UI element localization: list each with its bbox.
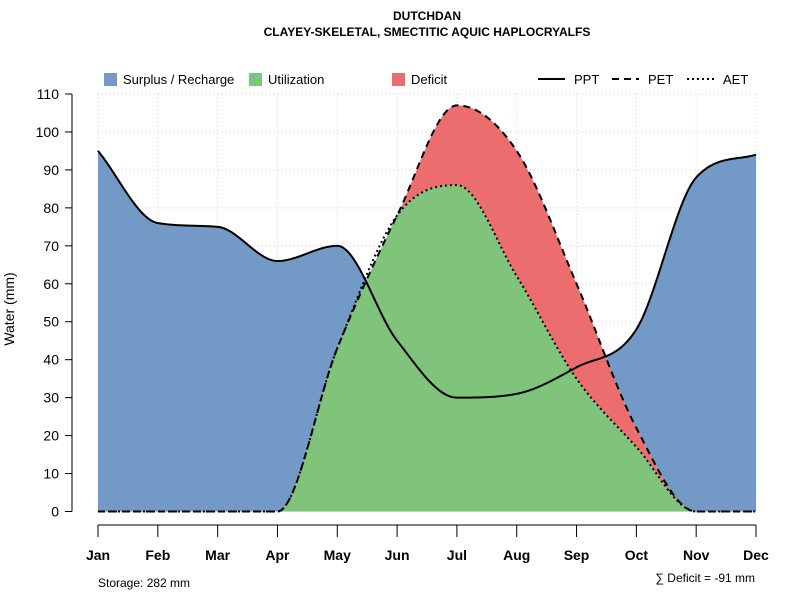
x-tick-label-may: May	[324, 547, 351, 563]
x-tick-label-dec: Dec	[743, 547, 769, 563]
y-tick-label-80: 80	[43, 200, 59, 216]
chart-title: DUTCHDAN	[393, 9, 461, 23]
legend-swatch-utilization	[249, 73, 262, 86]
y-axis-label: Water (mm)	[1, 272, 17, 345]
y-tick-label-10: 10	[43, 466, 59, 482]
y-tick-label-0: 0	[51, 504, 59, 520]
x-tick-label-mar: Mar	[205, 547, 230, 563]
legend-swatch-deficit	[392, 73, 405, 86]
y-tick-label-110: 110	[37, 86, 60, 102]
y-tick-label-60: 60	[43, 276, 59, 292]
surplus-recharge-area	[98, 105, 756, 512]
y-tick-label-50: 50	[43, 314, 59, 330]
x-tick-label-jul: Jul	[447, 547, 467, 563]
chart-subtitle: CLAYEY-SKELETAL, SMECTITIC AQUIC HAPLOCR…	[264, 25, 591, 39]
x-tick-label-jun: Jun	[385, 547, 410, 563]
y-tick-label-90: 90	[43, 162, 59, 178]
deficit-footer: ∑ Deficit = -91 mm	[655, 571, 755, 585]
y-tick-label-20: 20	[43, 428, 59, 444]
legend: Surplus / Recharge Utilization Deficit PPT P…	[104, 72, 748, 87]
x-tick-label-oct: Oct	[625, 547, 649, 563]
x-tick-label-sep: Sep	[564, 547, 590, 563]
x-tick-label-aug: Aug	[503, 547, 530, 563]
y-tick-label-70: 70	[43, 238, 59, 254]
utilization-area	[98, 185, 756, 512]
legend-swatch-surplus-recharge	[104, 73, 117, 86]
series-line-ppt	[97, 150, 757, 399]
legend-line-label-ppt: PPT	[574, 72, 599, 87]
x-tick-label-feb: Feb	[145, 547, 170, 563]
series-lines	[97, 104, 757, 513]
series-line-aet	[98, 184, 756, 513]
y-tick-label-30: 30	[43, 390, 59, 406]
x-tick-label-apr: Apr	[265, 547, 290, 563]
storage-footer: Storage: 282 mm	[98, 576, 190, 590]
x-tick-label-nov: Nov	[683, 547, 710, 563]
legend-label-deficit: Deficit	[411, 72, 448, 87]
legend-line-label-pet: PET	[648, 72, 673, 87]
deficit-area	[98, 105, 756, 512]
legend-label-utilization: Utilization	[268, 72, 324, 87]
y-tick-label-100: 100	[36, 124, 60, 140]
legend-label-surplus-recharge: Surplus / Recharge	[123, 72, 234, 87]
y-tick-label-40: 40	[43, 352, 59, 368]
x-tick-label-jan: Jan	[86, 547, 110, 563]
series-line-pet	[98, 104, 756, 513]
axes: 0 10 20 30 40 50 60 70 80 90 100 110 Jan Feb Mar Apr May…	[36, 86, 769, 563]
area-fills	[98, 105, 756, 512]
legend-line-label-aet: AET	[723, 72, 748, 87]
